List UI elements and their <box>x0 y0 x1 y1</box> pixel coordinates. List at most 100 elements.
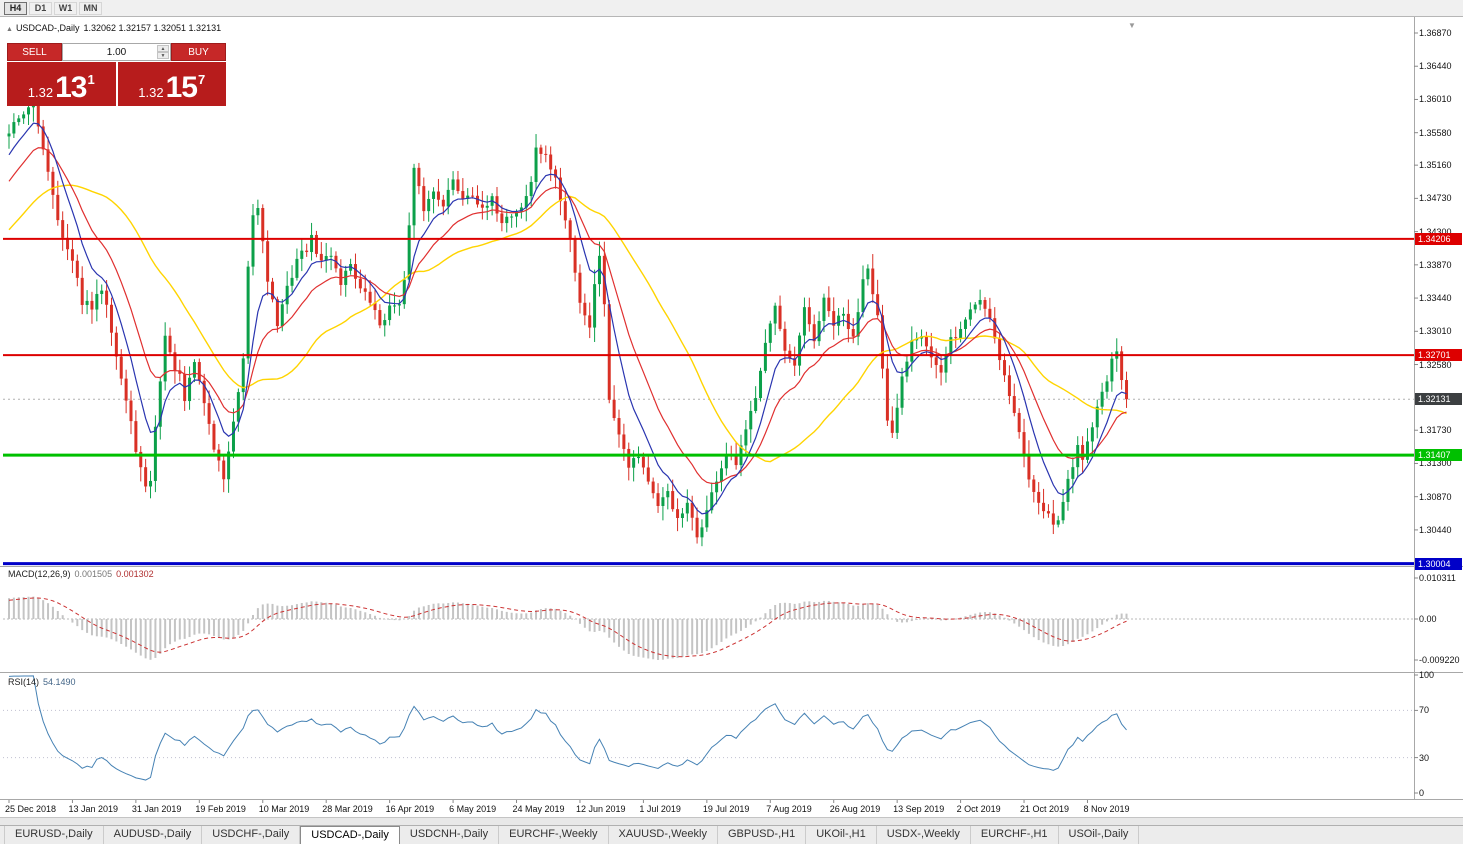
candle-body <box>710 492 714 511</box>
candle-body <box>1081 445 1085 460</box>
candle-body <box>900 376 904 408</box>
chart-tab-usdchf-daily[interactable]: USDCHF-,Daily <box>202 826 301 844</box>
candle-body <box>505 216 509 224</box>
candle-body <box>695 517 699 538</box>
candle-body <box>427 198 431 212</box>
candle-body <box>17 118 21 123</box>
chart-tab-usdcnh-daily[interactable]: USDCNH-,Daily <box>400 826 500 844</box>
candle-body <box>256 208 260 216</box>
candle-body <box>446 189 450 207</box>
candle-body <box>319 253 323 261</box>
candle-body <box>236 392 240 422</box>
chart-tab-ukoil-h1[interactable]: UKOil-,H1 <box>806 826 877 844</box>
candle-body <box>1090 427 1094 442</box>
candle-body <box>666 491 670 498</box>
candle-body <box>188 377 192 402</box>
candle-body <box>495 196 499 214</box>
sell-price-superscript: 1 <box>87 72 95 87</box>
candle-body <box>207 403 211 424</box>
candle-body <box>251 215 255 267</box>
candle-body <box>144 467 148 487</box>
candle-body <box>778 305 782 329</box>
chart-tab-audusd-daily[interactable]: AUDUSD-,Daily <box>104 826 203 844</box>
candle-body <box>1037 491 1041 503</box>
chart-shift-icon[interactable]: ▼ <box>1128 21 1136 30</box>
chart-tab-eurusd-daily[interactable]: EURUSD-,Daily <box>4 826 104 844</box>
volume-input[interactable]: 1.00 ▲ ▼ <box>62 43 171 61</box>
candle-body <box>300 250 304 259</box>
candle-body <box>417 167 421 187</box>
candle-body <box>983 299 987 309</box>
candle-body <box>632 458 636 468</box>
chart-tabs-bar: EURUSD-,Daily AUDUSD-,Daily USDCHF-,Daily U… <box>0 825 1463 844</box>
volume-up-button[interactable]: ▲ <box>157 45 169 52</box>
buy-price-display[interactable]: 1.32 15 7 <box>117 62 226 106</box>
candle-body <box>66 237 70 250</box>
candle-body <box>646 467 650 482</box>
candle-body <box>593 284 597 328</box>
candle-body <box>456 179 460 192</box>
candle-body <box>124 378 128 401</box>
candle-body <box>353 264 357 279</box>
candle-body <box>261 208 265 242</box>
timeframe-mn-button[interactable]: MN <box>79 1 102 15</box>
timeframe-h4-button[interactable]: H4 <box>4 1 27 15</box>
sell-price-big: 13 <box>55 71 87 104</box>
candle-body <box>549 154 553 170</box>
candle-body <box>671 491 675 510</box>
candle-body <box>70 249 74 261</box>
candle-body <box>841 313 845 316</box>
candle-body <box>929 346 933 358</box>
candle-body <box>158 381 162 427</box>
sell-button[interactable]: SELL <box>7 43 62 61</box>
chart-symbol-label: USDCAD-,Daily <box>15 23 80 33</box>
chart-tab-xauusd-weekly[interactable]: XAUUSD-,Weekly <box>609 826 718 844</box>
candle-body <box>680 513 684 518</box>
ma-slow-line <box>8 184 1127 463</box>
candle-body <box>1125 380 1129 400</box>
rsi-line <box>8 675 1127 781</box>
sell-price-display[interactable]: 1.32 13 1 <box>7 62 116 106</box>
candle-body <box>471 195 475 197</box>
candle-body <box>46 149 50 172</box>
candle-body <box>963 319 967 329</box>
candle-body <box>807 307 811 325</box>
candle-body <box>827 297 831 312</box>
chart-tab-eurchf-h1[interactable]: EURCHF-,H1 <box>971 826 1059 844</box>
chart-tab-usoil-daily[interactable]: USOil-,Daily <box>1059 826 1140 844</box>
chart-tab-gbpusd-h1[interactable]: GBPUSD-,H1 <box>718 826 807 844</box>
chart-tab-usdx-weekly[interactable]: USDX-,Weekly <box>877 826 971 844</box>
collapse-panel-icon[interactable]: ▲ <box>6 26 13 33</box>
candle-body <box>519 207 523 212</box>
candle-body <box>285 285 289 305</box>
scroll-strip[interactable] <box>0 817 1463 825</box>
candle-body <box>578 272 582 303</box>
candle-body <box>641 456 645 468</box>
candle-body <box>422 186 426 212</box>
candle-body <box>905 361 909 377</box>
candle-body <box>895 407 899 433</box>
timeframe-d1-button[interactable]: D1 <box>29 1 52 15</box>
chart-tab-usdcad-daily[interactable]: USDCAD-,Daily <box>300 826 400 844</box>
candle-body <box>432 191 436 199</box>
candle-body <box>266 241 270 282</box>
candle-body <box>485 205 489 208</box>
timeframe-w1-button[interactable]: W1 <box>54 1 77 15</box>
candle-body <box>466 195 470 199</box>
candle-body <box>36 103 40 127</box>
candle-body <box>793 358 797 366</box>
candle-body <box>168 335 172 353</box>
candle-body <box>949 337 953 355</box>
candle-body <box>763 342 767 371</box>
candle-body <box>80 277 84 305</box>
buy-button[interactable]: BUY <box>171 43 226 61</box>
candle-body <box>978 299 982 305</box>
candle-body <box>856 312 860 337</box>
candle-body <box>651 481 655 494</box>
chart-tab-eurchf-weekly[interactable]: EURCHF-,Weekly <box>499 826 609 844</box>
volume-down-button[interactable]: ▼ <box>157 52 169 59</box>
candle-body <box>7 133 11 137</box>
candle-body <box>944 354 948 373</box>
